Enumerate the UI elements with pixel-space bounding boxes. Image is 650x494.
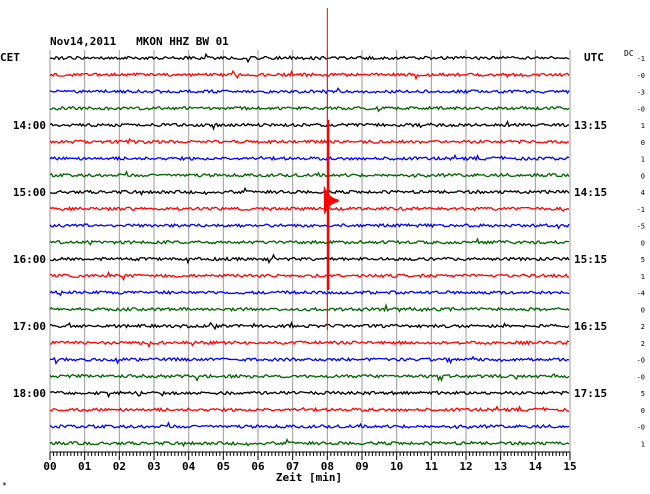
trace-line bbox=[49, 153, 570, 162]
left-time-label: 15:00 bbox=[13, 186, 46, 199]
left-axis-title: CET bbox=[0, 51, 20, 64]
x-tick-label: 01 bbox=[78, 460, 92, 473]
left-time-label: 14:00 bbox=[13, 119, 46, 132]
dc-value: 2 bbox=[641, 323, 645, 331]
trace-line bbox=[49, 302, 570, 313]
x-tick-label: 00 bbox=[43, 460, 56, 473]
label-group: Nov14,2011 MKON HHZ BW 01 CET UTC DC Zei… bbox=[0, 35, 645, 490]
dc-value: -0 bbox=[637, 72, 645, 80]
dc-value: 1 bbox=[641, 156, 645, 164]
dc-value: 5 bbox=[641, 390, 645, 398]
trace-line bbox=[49, 205, 570, 213]
x-axis-label: Zeit [min] bbox=[276, 471, 342, 484]
x-tick-label: 13 bbox=[494, 460, 507, 473]
x-tick-label: 14 bbox=[529, 460, 543, 473]
trace-line bbox=[49, 320, 570, 331]
trace-line bbox=[49, 87, 570, 95]
dc-value: 0 bbox=[641, 139, 645, 147]
left-time-label: 18:00 bbox=[13, 387, 46, 400]
x-tick-label: 05 bbox=[217, 460, 230, 473]
trace-line bbox=[49, 253, 570, 265]
trace-line bbox=[49, 437, 570, 448]
dc-value: 0 bbox=[641, 239, 645, 247]
trace-line bbox=[49, 355, 570, 365]
dc-value: 0 bbox=[641, 407, 645, 415]
dc-value: 1 bbox=[641, 273, 645, 281]
trace-line bbox=[49, 339, 570, 349]
dc-value: -1 bbox=[637, 55, 645, 63]
x-tick-label: 08 bbox=[321, 460, 334, 473]
trace-line bbox=[49, 137, 570, 145]
dc-value: 0 bbox=[641, 306, 645, 314]
dc-value: -1 bbox=[637, 206, 645, 214]
dc-value: 4 bbox=[641, 189, 645, 197]
dc-value: -4 bbox=[637, 290, 645, 298]
trace-line bbox=[49, 52, 570, 64]
right-axis-title: UTC bbox=[584, 51, 604, 64]
right-time-label: 15:15 bbox=[574, 253, 607, 266]
dc-value: -3 bbox=[637, 89, 645, 97]
footer-mark: * bbox=[2, 481, 7, 490]
x-tick-label: 12 bbox=[459, 460, 472, 473]
right-time-label: 14:15 bbox=[574, 186, 607, 199]
trace-line bbox=[49, 390, 570, 399]
event-burst bbox=[323, 8, 339, 330]
trace-line bbox=[49, 105, 570, 113]
x-tick-label: 11 bbox=[425, 460, 439, 473]
trace-line bbox=[49, 120, 570, 131]
right-time-label: 16:15 bbox=[574, 320, 607, 333]
dc-value: -0 bbox=[637, 373, 645, 381]
dc-value: -0 bbox=[637, 105, 645, 113]
trace-line bbox=[49, 237, 570, 246]
event-waveform bbox=[323, 186, 339, 214]
dc-value: -0 bbox=[637, 357, 645, 365]
x-tick-label: 10 bbox=[390, 460, 403, 473]
x-tick-label: 06 bbox=[251, 460, 265, 473]
chart-title: Nov14,2011 MKON HHZ BW 01 bbox=[50, 35, 229, 48]
trace-group bbox=[49, 52, 570, 448]
dc-value: 1 bbox=[641, 440, 645, 448]
right-time-label: 13:15 bbox=[574, 119, 607, 132]
x-tick-label: 04 bbox=[182, 460, 196, 473]
x-tick-label: 02 bbox=[113, 460, 126, 473]
dc-value: 0 bbox=[641, 172, 645, 180]
dc-title: DC bbox=[624, 49, 634, 58]
x-tick-label: 09 bbox=[355, 460, 368, 473]
x-axis bbox=[49, 451, 571, 460]
trace-line bbox=[49, 405, 570, 413]
trace-line bbox=[49, 222, 570, 230]
trace-line bbox=[49, 421, 570, 430]
left-time-label: 17:00 bbox=[13, 320, 46, 333]
x-tick-label: 03 bbox=[147, 460, 160, 473]
left-time-label: 16:00 bbox=[13, 253, 46, 266]
dc-value: 1 bbox=[641, 122, 645, 130]
x-tick-label: 15 bbox=[563, 460, 576, 473]
trace-line bbox=[49, 289, 570, 297]
trace-line bbox=[49, 270, 570, 282]
dc-value: 2 bbox=[641, 340, 645, 348]
x-tick-label: 07 bbox=[286, 460, 299, 473]
dc-value: -5 bbox=[637, 223, 645, 231]
trace-line bbox=[49, 169, 570, 178]
dc-value: 5 bbox=[641, 256, 645, 264]
trace-line bbox=[49, 186, 570, 197]
right-time-label: 17:15 bbox=[574, 387, 607, 400]
dc-value: -0 bbox=[637, 424, 645, 432]
trace-line bbox=[49, 373, 570, 383]
trace-line bbox=[49, 69, 570, 81]
